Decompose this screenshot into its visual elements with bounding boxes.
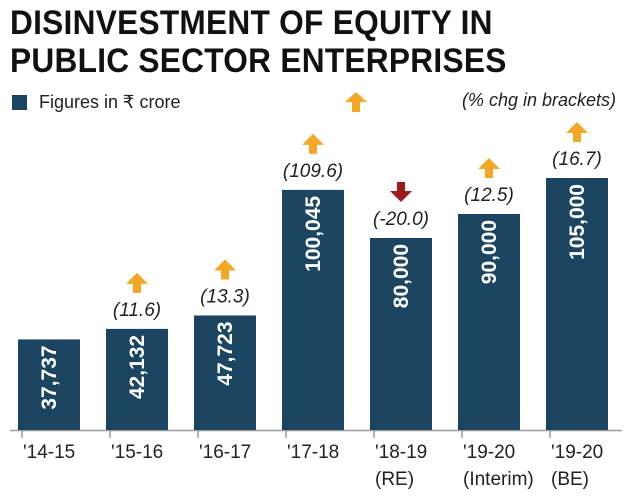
data-label: 90,000 [478,220,501,284]
up-arrow-icon [566,122,588,142]
x-tick-label: '15-16 [111,442,163,463]
bar [282,189,344,430]
x-tick-label: '19-20 [551,442,603,463]
data-label: 80,000 [390,244,413,308]
down-arrow-icon [390,182,412,202]
bar [194,315,256,430]
data-label: 105,000 [566,184,589,260]
x-tick-label: '17-18 [287,442,339,463]
x-tick-label: (Interim) [463,469,534,490]
up-arrow-icon [302,133,324,154]
legend-label: Figures in ₹ crore [39,91,181,112]
bar [18,339,80,430]
legend: Figures in ₹ crore [12,90,181,114]
data-label: 47,723 [214,321,237,385]
pct-change-label: (13.3) [200,286,250,307]
bar [458,214,520,430]
bar [546,178,608,430]
bar [106,328,168,430]
x-tick-label: '16-17 [199,442,251,463]
x-tick-label: '14-15 [23,442,75,463]
up-arrow-icon [214,259,236,280]
chart-title-line-1: DISINVESTMENT OF EQUITY IN [10,4,493,42]
up-arrow-icon [345,92,367,112]
pct-change-label: (-20.0) [373,209,429,230]
x-tick-label: '19-20 [463,442,515,463]
legend-swatch [12,94,27,110]
pct-change-note: (% chg in brackets) [461,90,616,110]
pct-change-label: (12.5) [464,185,514,206]
x-tick-label: '18-19 [375,442,427,463]
up-arrow-icon [478,158,500,178]
up-arrow-icon [126,272,148,293]
bar [370,238,432,430]
pct-change-label: (11.6) [113,300,161,321]
data-label: 37,737 [38,345,61,409]
pct-change-label: (109.6) [283,161,343,182]
chart-title: DISINVESTMENT OF EQUITY IN PUBLIC SECTOR… [10,4,579,80]
pct-change-label: (16.7) [552,149,602,170]
data-label: 100,045 [302,196,325,272]
chart-title-line-2: PUBLIC SECTOR ENTERPRISES [10,42,507,80]
data-label: 42,132 [126,335,149,399]
x-tick-label: (BE) [551,469,589,490]
x-tick-label: (RE) [375,469,414,490]
